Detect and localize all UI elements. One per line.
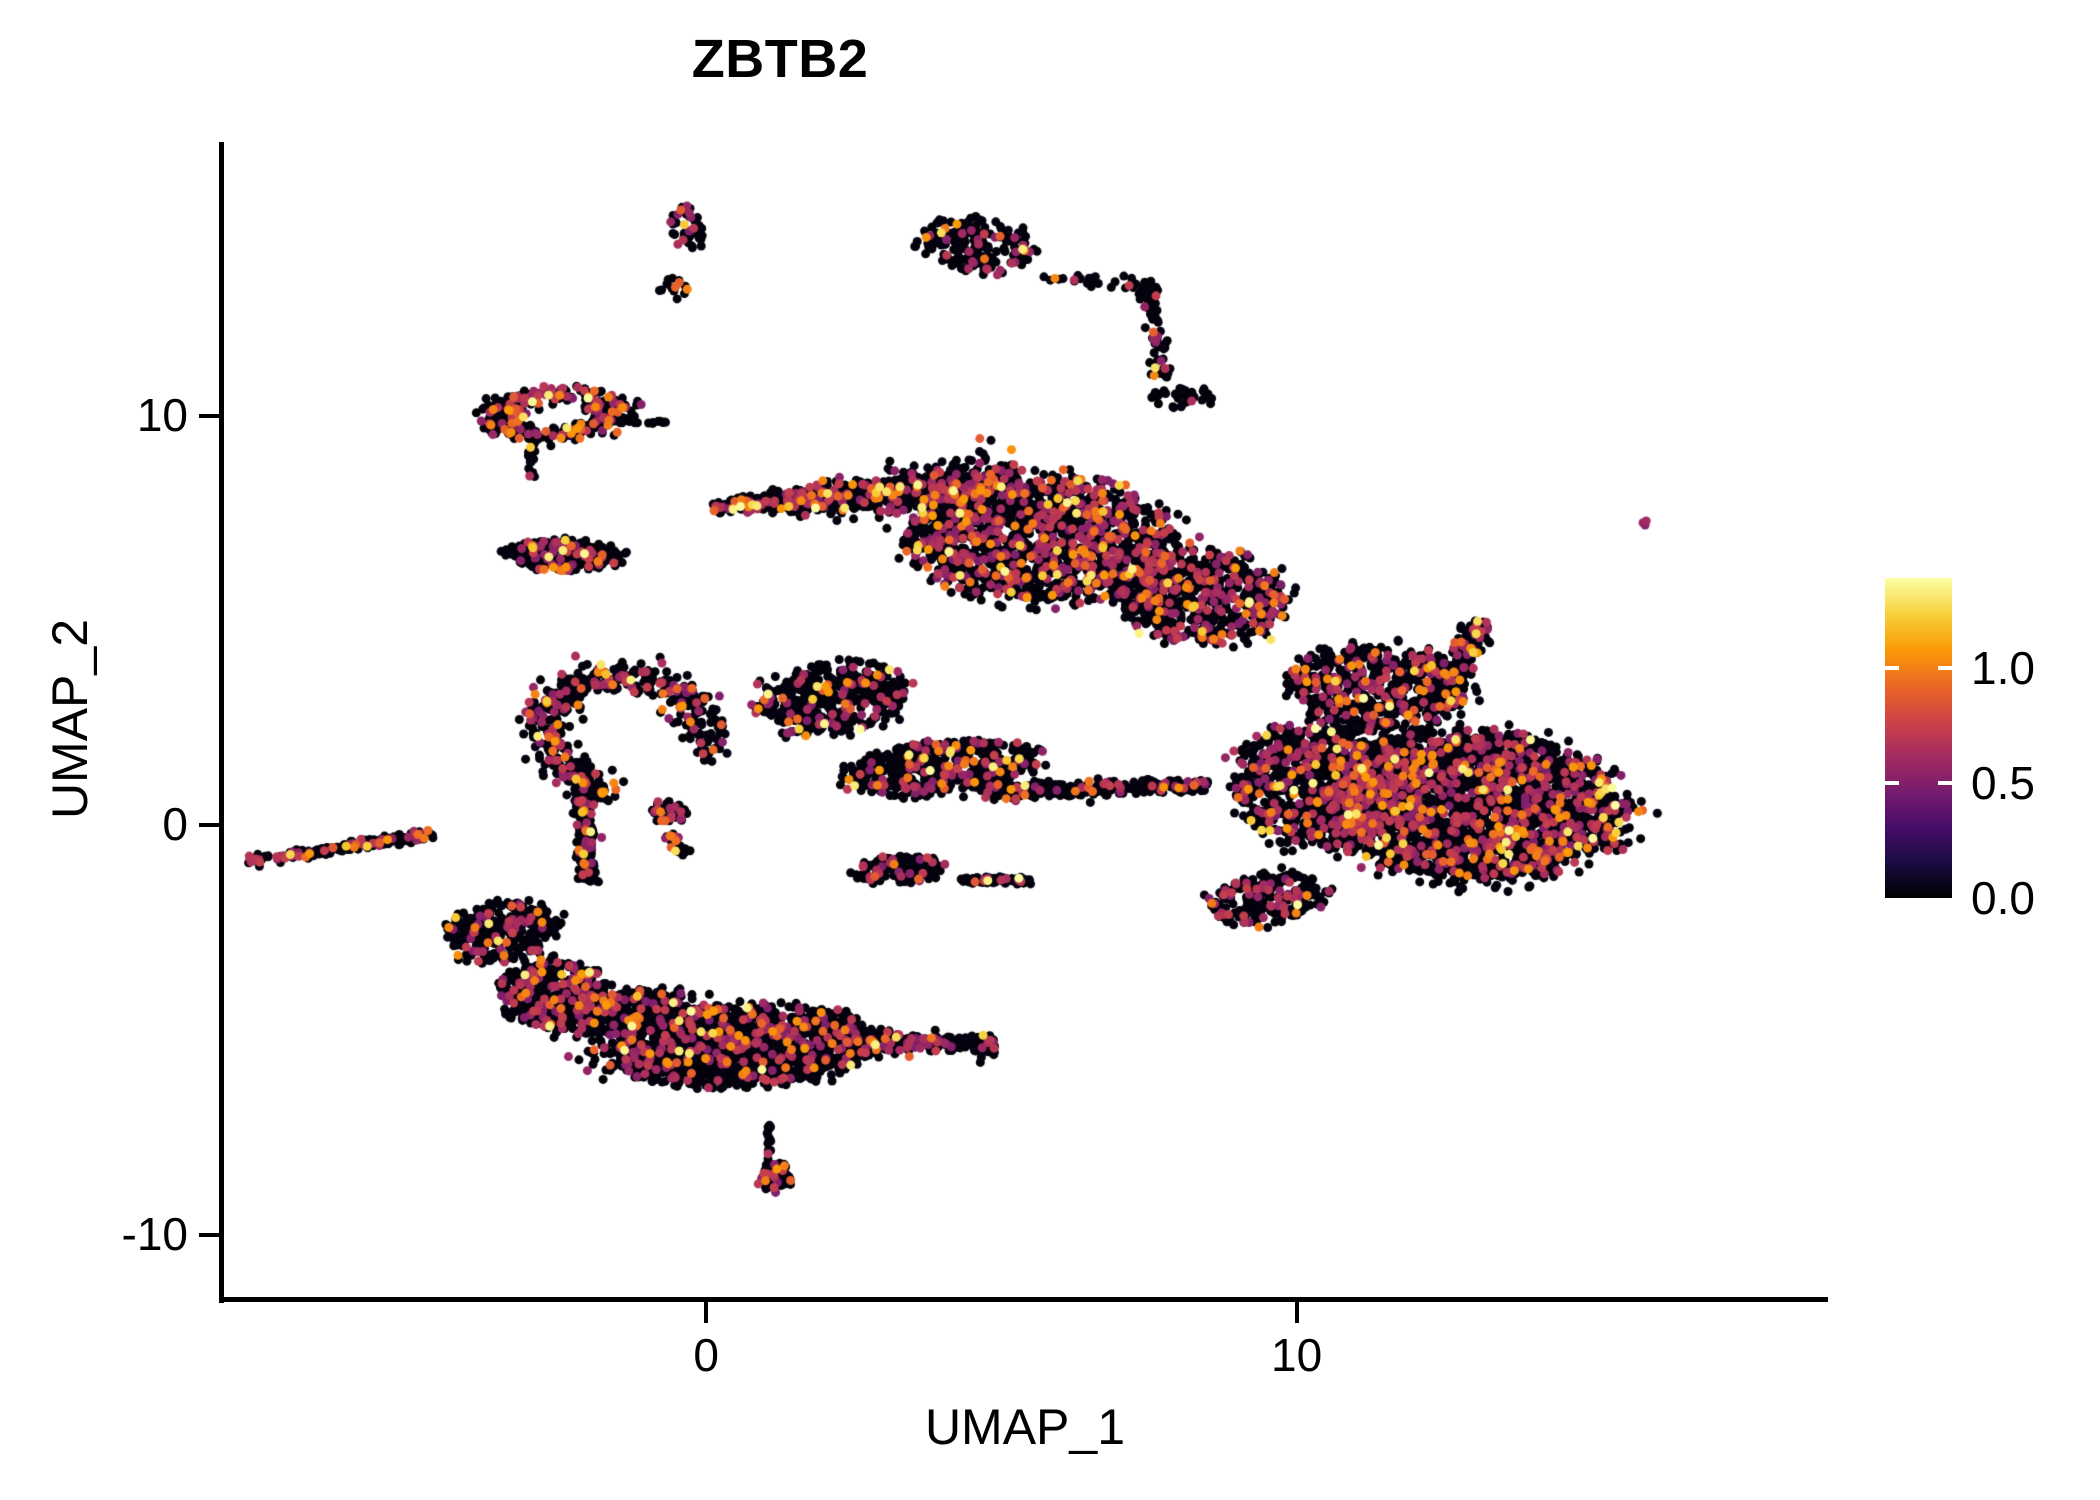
y-tick-mark [199,823,220,828]
colorbar-tick-right [1938,665,1952,670]
x-tick-label: 0 [693,1329,719,1381]
y-axis-spine [219,142,224,1303]
umap-scatter-canvas [222,142,1828,1300]
plot-panel [222,142,1828,1300]
colorbar-label: 1.0 [1971,641,2035,694]
y-tick-label: -10 [121,1207,188,1260]
y-tick-label: 0 [162,798,188,851]
y-tick-mark [199,1232,220,1237]
color-legend: 1.0 0.5 0.0 [1885,578,2100,921]
y-tick-mark [199,414,220,419]
colorbar-label: 0.5 [1971,756,2035,809]
colorbar-gradient [1885,578,1952,898]
colorbar-tick-right [1938,780,1952,785]
x-tick-mark [704,1302,709,1323]
colorbar-tick-left [1885,780,1899,785]
x-tick-label: 10 [1271,1329,1323,1381]
colorbar-label: 0.0 [1971,872,2035,924]
x-axis-title: UMAP_1 [924,1399,1126,1455]
x-axis-spine [219,1297,1828,1302]
y-axis-title: UMAP_2 [42,618,98,820]
colorbar-tick-left [1885,665,1899,670]
y-tick-label: 10 [136,389,188,442]
page-title: ZBTB2 [691,29,869,89]
x-tick-mark [1294,1302,1299,1323]
